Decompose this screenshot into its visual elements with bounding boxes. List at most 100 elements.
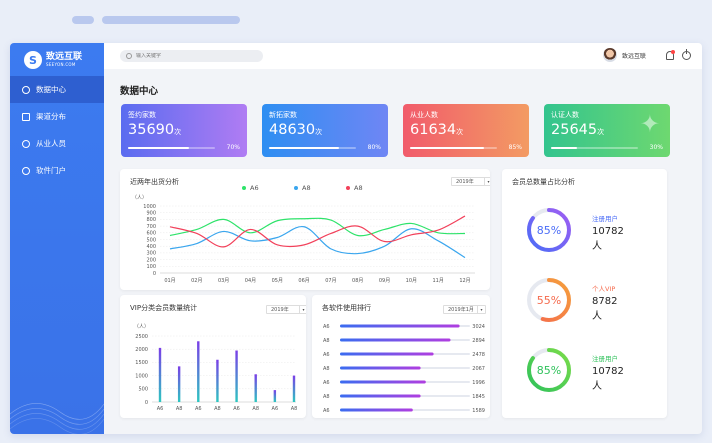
stat-percent: 80%	[367, 144, 381, 151]
y-tick-label: 700	[146, 224, 156, 230]
rank-label: A6	[323, 408, 330, 414]
y-tick-label: 1000	[143, 204, 156, 210]
person-icon	[22, 166, 30, 175]
ring-percent: 55%	[537, 294, 561, 307]
vip-chart-panel: VIP分类会员数量统计 2019年 ▾ （人） 0 500 1000 1500 2000 2…	[120, 295, 306, 418]
sidebar-item-data-center[interactable]: 数据中心	[10, 76, 104, 103]
y-tick-label: 200	[146, 257, 156, 263]
stat-card[interactable]: 新拓家数 48630次 80%	[262, 104, 388, 157]
search-input[interactable]	[136, 53, 246, 59]
y-tick-label: 1500	[135, 360, 148, 366]
bar	[216, 359, 219, 402]
stat-number: 48630	[269, 122, 316, 138]
stat-progress-fill	[269, 147, 339, 149]
ring-info: 个人VIP 8782人	[592, 283, 617, 322]
legend-label: A8	[302, 184, 311, 192]
rank-bar	[340, 338, 451, 342]
stat-unit: 次	[174, 128, 182, 136]
bar	[177, 366, 181, 402]
x-tick-label: 01月	[164, 278, 175, 284]
x-tick-label: A6	[195, 406, 202, 412]
y-tick-label: 500	[146, 237, 156, 243]
bar-chart: （人） 0 500 1000 1500 2000 2500 A6 A8 A6 A8 A6 A8 A6 A8	[134, 324, 298, 412]
sidebar-item-label: 软件门户	[36, 166, 66, 175]
chevron-down-icon: ▾	[477, 306, 485, 313]
x-tick-label: A6	[157, 406, 164, 412]
month-dropdown[interactable]: 2019年1月 ▾	[443, 305, 486, 314]
legend-label: A8	[354, 184, 363, 192]
stat-progress-track	[410, 147, 497, 149]
stat-value: 48630次	[269, 122, 381, 138]
ring-arc	[527, 278, 571, 322]
sidebar-item-channels[interactable]: 渠道分布	[10, 103, 104, 130]
ring-percent: 85%	[537, 364, 561, 377]
ring-label: 注册用户	[592, 355, 618, 363]
sidebar-item-label: 渠道分布	[36, 112, 66, 121]
x-tick-label: A8	[291, 406, 298, 412]
y-tick-label: 2000	[135, 347, 148, 353]
ring-item: 55% 个人VIP 8782人	[524, 275, 617, 325]
series-line	[169, 217, 466, 237]
y-tick-label: 500	[138, 387, 148, 393]
y-tick-label: 100	[146, 264, 156, 270]
stat-unit: 次	[456, 128, 464, 136]
year-dropdown[interactable]: 2019年 ▾	[266, 305, 306, 314]
y-tick-label: 800	[146, 217, 156, 223]
sidebar-item-staff[interactable]: 从业人员	[10, 130, 104, 157]
bar	[158, 347, 162, 402]
header: 致远互联	[104, 43, 702, 69]
legend-marker	[242, 186, 246, 190]
legend-label: A6	[250, 184, 259, 192]
rank-value: 2478	[472, 352, 485, 358]
rank-bar	[340, 408, 413, 412]
rank-value: 2894	[472, 338, 485, 344]
rank-bar	[340, 366, 421, 370]
user-name: 致远互联	[621, 52, 646, 60]
x-tick-label: A8	[214, 406, 221, 412]
search-box[interactable]	[120, 50, 263, 62]
avatar[interactable]	[602, 48, 617, 62]
panel-title: 会员总数量占比分析	[512, 178, 575, 186]
ring-value: 10782人	[592, 226, 624, 252]
x-tick-label: 11月	[432, 278, 443, 284]
notification-dot	[671, 50, 675, 54]
ring-info: 注册用户 10782人	[592, 353, 624, 392]
ring-value: 8782人	[592, 296, 618, 322]
stat-progress-fill	[128, 147, 189, 149]
legend-marker	[346, 186, 350, 190]
logo-name: 致远互联	[46, 52, 83, 62]
stat-label: 新拓家数	[269, 111, 297, 119]
rank-label: A6	[323, 352, 330, 358]
rank-label: A6	[323, 324, 330, 330]
stat-card[interactable]: 签约家数 35690次 70%	[121, 104, 247, 157]
dropdown-value: 2019年	[271, 307, 289, 313]
dropdown-value: 2019年	[456, 179, 474, 185]
logo-sub: SEEYON.COM	[46, 62, 76, 67]
window-title-bar	[102, 16, 240, 24]
stat-card[interactable]: 认证人数 25645次 30% ✦	[544, 104, 670, 157]
stat-value: 61634次	[410, 122, 522, 138]
stat-card[interactable]: 从业人数 61634次 85%	[403, 104, 529, 157]
stat-number: 35690	[128, 122, 175, 138]
user-menu[interactable]: 致远互联	[602, 48, 646, 62]
bell-icon[interactable]	[666, 50, 675, 60]
logo: S 致远互联 SEEYON.COM	[24, 51, 82, 69]
y-tick-label: 600	[146, 231, 156, 237]
year-dropdown[interactable]: 2019年 ▾	[451, 177, 490, 186]
bar	[197, 341, 200, 402]
sidebar-item-portal[interactable]: 软件门户	[10, 157, 104, 184]
panel-title: VIP分类会员数量统计	[130, 304, 198, 312]
y-tick-label: 1000	[135, 373, 148, 379]
stat-unit: 次	[315, 128, 323, 136]
x-tick-label: A6	[233, 406, 240, 412]
dashboard-icon	[22, 85, 30, 94]
rank-value: 3024	[472, 324, 485, 330]
y-tick-label: 900	[146, 211, 156, 217]
page-title: 数据中心	[120, 86, 159, 97]
y-axis-label: （人）	[132, 195, 147, 201]
app-window: S 致远互联 SEEYON.COM 数据中心 渠道分布 从业人员 软件门户	[10, 43, 702, 434]
rank-bar	[340, 380, 426, 384]
power-icon[interactable]	[682, 49, 691, 60]
ranking-chart: A6 3024 A8 2894 A6 2478 A8 2067 A6 1996 A8 1845 A6 15…	[323, 324, 485, 414]
y-tick-label: 0	[153, 271, 156, 277]
